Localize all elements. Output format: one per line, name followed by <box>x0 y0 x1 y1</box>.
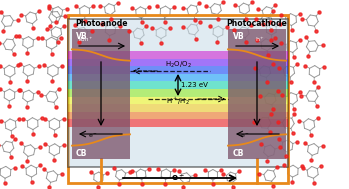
Text: VB: VB <box>233 32 245 41</box>
Text: H$_2$O/O$_2$: H$_2$O/O$_2$ <box>165 60 191 70</box>
Bar <box>68 112 288 119</box>
Text: Photoanode: Photoanode <box>75 19 127 28</box>
Text: H$^+$/H$_2$: H$^+$/H$_2$ <box>166 96 190 107</box>
Text: e$^-$: e$^-$ <box>171 173 185 183</box>
Text: VB: VB <box>76 32 88 41</box>
Bar <box>68 15 288 183</box>
Text: e$^-$: e$^-$ <box>240 132 250 140</box>
Bar <box>68 104 288 112</box>
Text: Photocathode: Photocathode <box>227 19 287 28</box>
Text: h$^+$: h$^+$ <box>255 35 265 44</box>
Bar <box>72 29 130 159</box>
Bar <box>68 81 288 89</box>
Bar <box>68 19 288 167</box>
Text: CB: CB <box>233 149 244 158</box>
Bar <box>68 51 288 59</box>
Bar <box>68 97 288 104</box>
Text: 1.23 eV: 1.23 eV <box>181 82 208 88</box>
Text: e$^-$: e$^-$ <box>88 132 98 140</box>
Bar <box>68 59 288 66</box>
Bar <box>228 29 286 159</box>
Text: CB: CB <box>76 149 87 158</box>
Bar <box>68 119 288 127</box>
Text: VBh$^+$: VBh$^+$ <box>77 35 94 44</box>
Bar <box>68 74 288 81</box>
Bar <box>68 89 288 97</box>
Bar <box>68 66 288 74</box>
